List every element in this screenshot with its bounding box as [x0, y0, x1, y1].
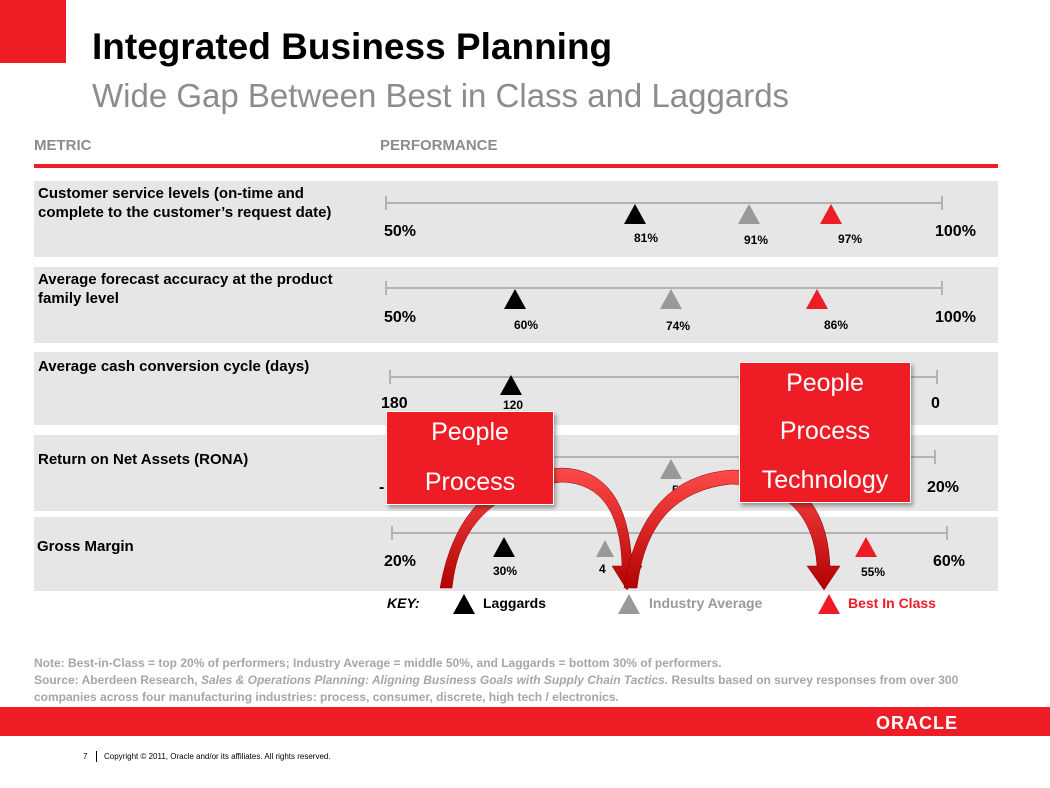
laggards-marker	[500, 375, 522, 395]
metric-label: Gross Margin	[37, 538, 134, 555]
industry-average-marker	[596, 540, 614, 557]
copyright-text: Copyright © 2011, Oracle and/or its affi…	[104, 752, 331, 761]
scale-line	[386, 456, 936, 458]
laggards-value: 60%	[514, 318, 539, 332]
footnote: Note: Best-in-Class = top 20% of perform…	[34, 656, 722, 670]
industry-average-value: 74%	[666, 319, 691, 333]
brand-square	[0, 0, 66, 63]
laggards-marker	[504, 289, 526, 309]
scale-max-label: 100%	[935, 309, 976, 326]
scale-tick-left	[389, 370, 391, 384]
scale-line	[386, 287, 943, 289]
key-best-in-class-icon	[818, 594, 840, 614]
scale-max-label: 60%	[933, 553, 966, 570]
key-industry-average-label: Industry Average	[649, 595, 763, 611]
laggards-value: 120	[503, 398, 524, 412]
scale-tick-right	[936, 370, 938, 384]
header-rule	[34, 164, 998, 168]
best-in-class-marker	[820, 204, 842, 224]
callout-item-people: People	[431, 418, 509, 446]
laggards-value: 30%	[493, 564, 518, 578]
oracle-logo: ORACLE	[876, 713, 958, 733]
scale-tick-left	[391, 526, 393, 540]
industry-average-value: 91%	[744, 233, 769, 247]
scale-tick-left	[385, 281, 387, 295]
callout-people-process-technology: People Process Technology	[739, 362, 911, 503]
callout-item-process: Process	[779, 417, 871, 445]
scale-max-label: 0	[931, 395, 940, 412]
metric-label: Average cash conversion cycle (days)	[38, 358, 310, 375]
scale-tick-right	[941, 281, 943, 295]
page-title: Integrated Business Planning	[92, 26, 613, 67]
scale-line	[386, 202, 943, 204]
scale-tick-left	[385, 196, 387, 210]
laggards-value: 81%	[634, 231, 659, 245]
scale-line	[392, 532, 948, 534]
metric-label: Return on Net Assets (RONA)	[38, 451, 249, 468]
best-in-class-value: 86%	[824, 318, 849, 332]
scale-min-label: 50%	[384, 309, 417, 326]
industry-average-marker	[660, 289, 682, 309]
callout-item-process: Process	[424, 468, 516, 496]
metric-label: Average forecast accuracy at the product…	[38, 271, 333, 307]
scale-max-label: 20%	[927, 479, 960, 496]
key-industry-average-icon	[618, 594, 640, 614]
industry-average-value: 4	[599, 562, 606, 576]
callout-item-people: People	[786, 369, 864, 397]
metric-row-gross-margin	[34, 517, 998, 591]
laggards-marker	[624, 204, 646, 224]
source-details: Results based on survey responses from o…	[34, 673, 959, 704]
key-best-in-class-label: Best In Class	[848, 595, 936, 611]
source-prefix: Source: Aberdeen Research,	[34, 673, 201, 687]
best-in-class-marker	[855, 537, 877, 557]
best-in-class-value: 55%	[861, 565, 886, 579]
page-number: 7	[83, 752, 88, 761]
performance-column-header: PERFORMANCE	[380, 137, 498, 154]
metric-column-header: METRIC	[34, 137, 92, 154]
scale-line	[390, 376, 938, 378]
key-label: KEY:	[387, 595, 420, 611]
key-laggards-label: Laggards	[483, 595, 547, 611]
scale-min-label: 180	[381, 395, 408, 412]
scale-min-label: -	[379, 479, 385, 496]
source-note: Source: Aberdeen Research, Sales & Opera…	[34, 672, 1009, 706]
key-laggards-icon	[453, 594, 475, 614]
footer-bar	[0, 707, 1050, 736]
scale-min-label: 20%	[384, 553, 417, 570]
footer-divider	[96, 751, 97, 762]
source-title: Sales & Operations Planning: Aligning Bu…	[200, 673, 669, 687]
industry-average-marker	[738, 204, 760, 224]
industry-average-marker	[660, 459, 682, 479]
callout-item-technology: Technology	[761, 466, 889, 494]
metric-label: Customer service levels (on-time and com…	[38, 185, 332, 221]
scale-tick-right	[946, 526, 948, 540]
best-in-class-value: 97%	[838, 232, 863, 246]
scale-max-label: 100%	[935, 223, 976, 240]
scale-min-label: 50%	[384, 223, 417, 240]
page-subtitle: Wide Gap Between Best in Class and Lagga…	[92, 77, 790, 114]
best-in-class-marker	[806, 289, 828, 309]
laggards-marker	[493, 537, 515, 557]
callout-people-process: People Process	[386, 411, 554, 505]
scale-tick-right	[941, 196, 943, 210]
scale-tick-right	[934, 450, 936, 464]
